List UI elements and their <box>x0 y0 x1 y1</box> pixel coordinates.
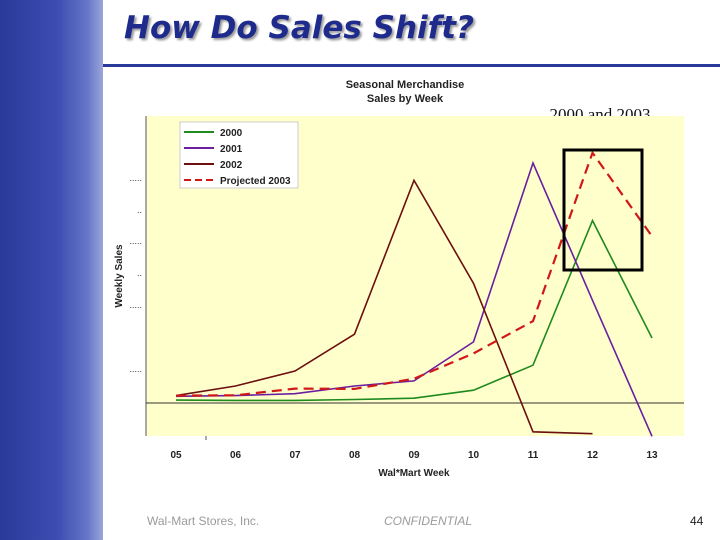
y-tick-label: ..... <box>129 364 142 374</box>
series-line-2002 <box>175 178 593 435</box>
legend-label: Projected 2003 <box>220 176 291 187</box>
title-divider <box>103 64 720 67</box>
footer-company: Wal-Mart Stores, Inc. <box>147 514 260 528</box>
x-tick-label: 10 <box>468 450 480 461</box>
slide-title: How Do Sales Shift? <box>124 10 474 46</box>
page-number: 44 <box>690 514 704 528</box>
x-tick-label: 11 <box>528 450 539 461</box>
y-tick-label: ..... <box>129 300 142 310</box>
x-tick-label: 12 <box>587 450 599 461</box>
x-tick-label: 13 <box>646 450 658 461</box>
y-tick-label: .. <box>137 205 142 215</box>
chart-title: Seasonal Merchandise Sales by Week <box>300 78 510 106</box>
y-tick-labels: ........................ <box>129 173 142 374</box>
slide-sidebar <box>0 0 103 540</box>
x-tick-label: 06 <box>230 450 242 461</box>
series-line-2001 <box>175 160 653 437</box>
legend-label: 2002 <box>220 160 243 171</box>
x-tick-label: 08 <box>349 450 361 461</box>
y-axis-label: Weekly Sales <box>114 244 125 308</box>
x-tick-label: 07 <box>289 450 301 461</box>
legend-label: 2000 <box>220 128 243 139</box>
x-tick-label: 09 <box>408 450 420 461</box>
y-tick-label: ..... <box>129 173 142 183</box>
legend-box <box>179 121 299 189</box>
legend-label: 2001 <box>220 144 243 155</box>
legend: 2000 2001 2002 Projected 2003 <box>184 128 291 187</box>
chart-title-line-2: Sales by Week <box>366 93 444 105</box>
y-tick-label: .. <box>137 268 142 278</box>
x-axis-label: Wal*Mart Week <box>378 468 450 479</box>
easter-weeks-highlight-box <box>562 148 644 272</box>
footer-confidential: CONFIDENTIAL <box>384 514 473 528</box>
y-tick-label: ..... <box>129 236 142 246</box>
x-tick-label: 05 <box>170 450 182 461</box>
chart-title-line-1: Seasonal Merchandise <box>345 79 465 91</box>
x-tick-labels: 05 06 07 08 09 10 11 12 13 <box>170 450 658 461</box>
